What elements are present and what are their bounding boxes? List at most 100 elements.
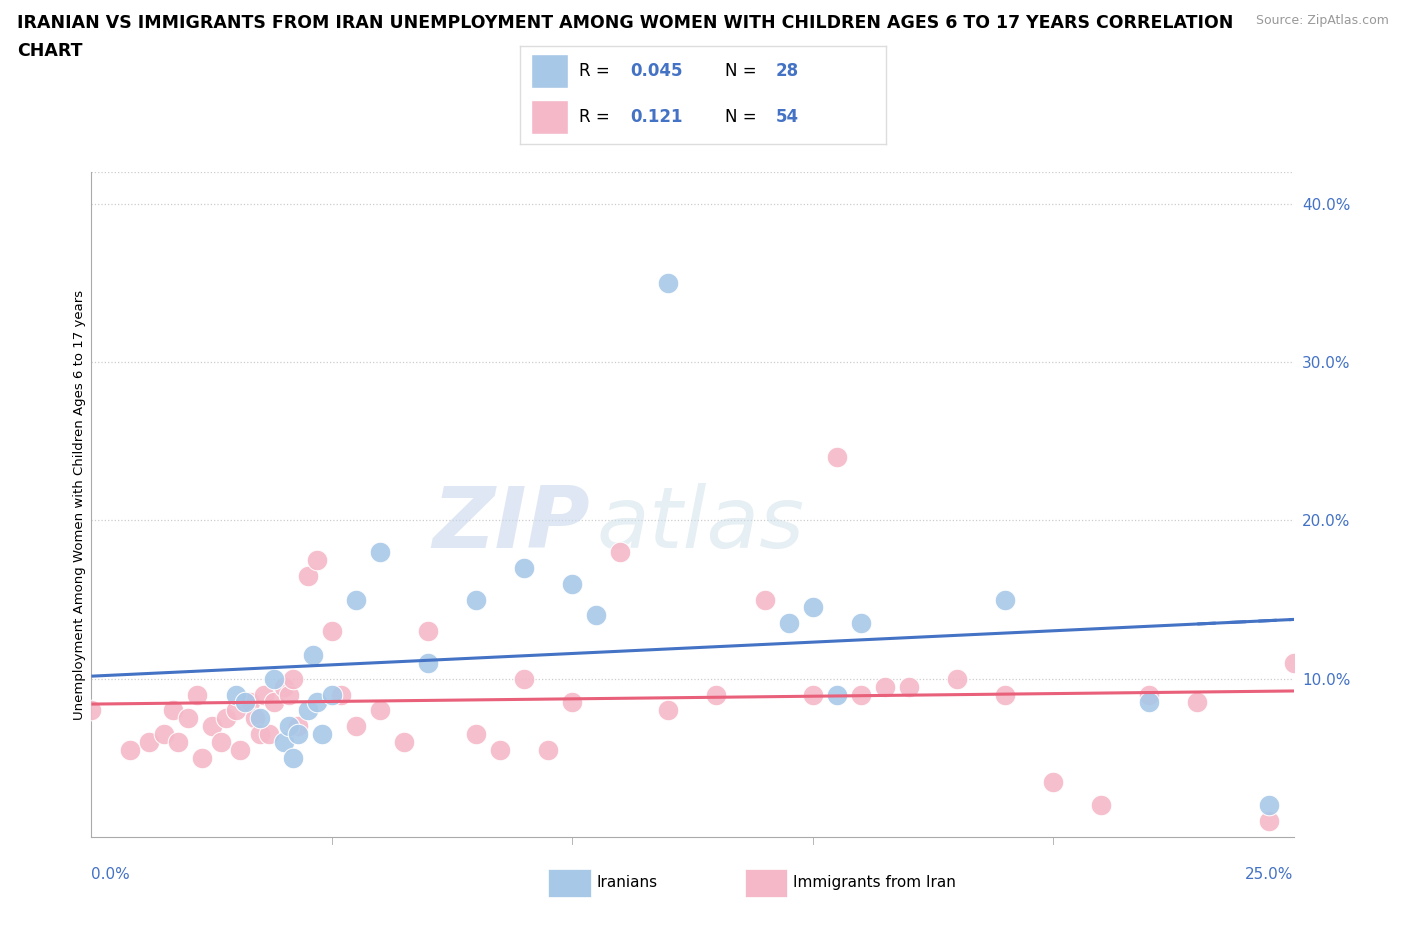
- Point: [1187, 695, 1209, 710]
- Y-axis label: Unemployment Among Women with Children Ages 6 to 17 years: Unemployment Among Women with Children A…: [73, 289, 86, 720]
- Point: [489, 742, 512, 757]
- Point: [118, 742, 141, 757]
- Point: [368, 545, 391, 560]
- Point: [191, 751, 214, 765]
- Point: [801, 600, 824, 615]
- Point: [416, 624, 439, 639]
- Point: [263, 671, 285, 686]
- Point: [233, 695, 256, 710]
- Point: [1258, 798, 1281, 813]
- Point: [801, 687, 824, 702]
- Point: [585, 608, 607, 623]
- Point: [273, 679, 295, 694]
- Point: [849, 687, 872, 702]
- Point: [167, 735, 190, 750]
- Point: [1042, 774, 1064, 789]
- Point: [162, 703, 184, 718]
- Point: [657, 703, 679, 718]
- Point: [513, 561, 536, 576]
- Point: [873, 679, 896, 694]
- Point: [287, 719, 309, 734]
- Text: Source: ZipAtlas.com: Source: ZipAtlas.com: [1256, 14, 1389, 27]
- Point: [176, 711, 198, 725]
- Point: [321, 687, 343, 702]
- Point: [897, 679, 920, 694]
- Text: N =: N =: [725, 62, 762, 80]
- Point: [825, 449, 848, 464]
- Point: [273, 735, 295, 750]
- Point: [297, 568, 319, 583]
- Text: N =: N =: [725, 108, 762, 126]
- Text: 0.045: 0.045: [630, 62, 682, 80]
- Point: [849, 616, 872, 631]
- Point: [1137, 687, 1160, 702]
- Point: [416, 656, 439, 671]
- Point: [311, 726, 333, 741]
- Text: 0.121: 0.121: [630, 108, 682, 126]
- Text: Iranians: Iranians: [596, 875, 657, 890]
- Point: [186, 687, 208, 702]
- Text: Immigrants from Iran: Immigrants from Iran: [793, 875, 956, 890]
- Point: [330, 687, 353, 702]
- Point: [249, 711, 271, 725]
- Point: [301, 647, 323, 662]
- Point: [561, 695, 583, 710]
- Point: [297, 703, 319, 718]
- Point: [209, 735, 232, 750]
- Point: [1282, 656, 1305, 671]
- Point: [465, 726, 488, 741]
- Point: [344, 719, 367, 734]
- Point: [138, 735, 160, 750]
- Point: [778, 616, 800, 631]
- Point: [825, 687, 848, 702]
- Text: atlas: atlas: [596, 483, 804, 566]
- Text: R =: R =: [579, 108, 620, 126]
- Point: [80, 703, 103, 718]
- Point: [321, 624, 343, 639]
- Point: [225, 687, 247, 702]
- Point: [1258, 814, 1281, 829]
- FancyBboxPatch shape: [531, 100, 568, 135]
- Point: [344, 592, 367, 607]
- Point: [243, 711, 266, 725]
- Point: [706, 687, 728, 702]
- Point: [287, 726, 309, 741]
- Text: IRANIAN VS IMMIGRANTS FROM IRAN UNEMPLOYMENT AMONG WOMEN WITH CHILDREN AGES 6 TO: IRANIAN VS IMMIGRANTS FROM IRAN UNEMPLOY…: [17, 14, 1233, 32]
- Point: [657, 275, 679, 290]
- Point: [561, 577, 583, 591]
- Point: [754, 592, 776, 607]
- Point: [307, 552, 329, 567]
- Text: 0.0%: 0.0%: [91, 867, 131, 882]
- Point: [609, 545, 631, 560]
- Point: [215, 711, 238, 725]
- Point: [994, 687, 1017, 702]
- Point: [239, 695, 262, 710]
- Point: [229, 742, 252, 757]
- Text: 28: 28: [776, 62, 799, 80]
- Text: ZIP: ZIP: [433, 483, 591, 566]
- Point: [1090, 798, 1112, 813]
- Point: [277, 719, 299, 734]
- Point: [201, 719, 224, 734]
- Point: [994, 592, 1017, 607]
- Point: [307, 695, 329, 710]
- Point: [465, 592, 488, 607]
- Point: [249, 726, 271, 741]
- Text: 25.0%: 25.0%: [1246, 867, 1294, 882]
- Point: [283, 671, 305, 686]
- Text: 54: 54: [776, 108, 799, 126]
- Point: [225, 703, 247, 718]
- Point: [277, 687, 299, 702]
- Point: [1137, 695, 1160, 710]
- Point: [946, 671, 969, 686]
- Point: [513, 671, 536, 686]
- Point: [283, 751, 305, 765]
- Point: [263, 695, 285, 710]
- Point: [152, 726, 174, 741]
- FancyBboxPatch shape: [531, 54, 568, 88]
- Point: [368, 703, 391, 718]
- Point: [259, 726, 281, 741]
- Point: [253, 687, 276, 702]
- Point: [392, 735, 415, 750]
- Text: R =: R =: [579, 62, 614, 80]
